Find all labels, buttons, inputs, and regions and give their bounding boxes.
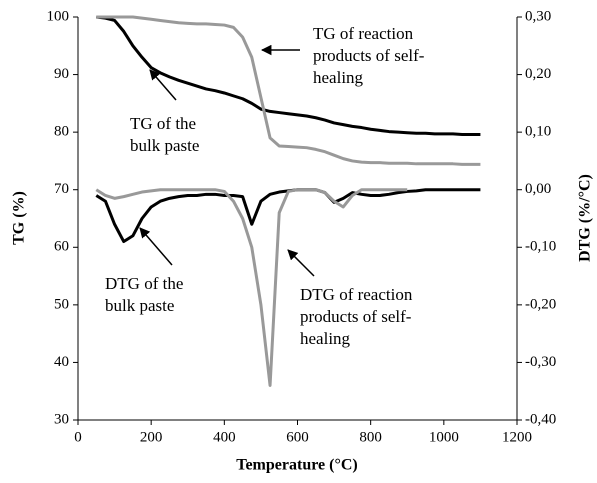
x-tick-label: 1200 — [502, 429, 532, 445]
y2-axis-title: DTG (%/°C) — [577, 174, 594, 262]
line-series — [95, 188, 481, 244]
y2-tick-label: -0,40 — [525, 411, 556, 427]
y-tick-label: 30 — [54, 411, 69, 427]
annotation-arrow — [139, 227, 173, 266]
annotation: products of self- — [300, 307, 412, 326]
x-tick-label: 0 — [74, 429, 82, 445]
x-tick-label: 800 — [359, 429, 382, 445]
x-axis-title: Temperature (°C) — [236, 457, 357, 474]
y-tick-label: 60 — [54, 239, 69, 255]
annotation-arrow — [287, 249, 315, 277]
y-tick-label: 50 — [54, 296, 69, 312]
y2-tick-label: -0,20 — [525, 296, 556, 312]
line-series — [95, 188, 408, 387]
annotation-arrow — [149, 69, 177, 101]
x-tick-label: 400 — [213, 429, 236, 445]
annotation: TG of reaction — [313, 24, 414, 43]
y-tick-label: 70 — [54, 181, 69, 197]
annotation: healing — [313, 68, 364, 87]
annotation: products of self- — [313, 46, 425, 65]
line-series — [96, 15, 481, 166]
annotation: DTG of the — [105, 274, 183, 293]
y-tick-label: 100 — [47, 8, 70, 24]
x-tick-label: 200 — [140, 429, 163, 445]
annotation: bulk paste — [130, 136, 199, 155]
y-tick-label: 90 — [54, 66, 69, 82]
y-tick-label: 40 — [54, 354, 69, 370]
y2-tick-label: 0,30 — [525, 8, 551, 24]
y-tick-label: 80 — [54, 124, 69, 140]
y2-tick-label: 0,00 — [525, 181, 551, 197]
x-tick-label: 1000 — [429, 429, 459, 445]
annotation: healing — [300, 329, 351, 348]
x-tick-label: 600 — [286, 429, 309, 445]
y2-tick-label: 0,20 — [525, 66, 551, 82]
annotation: DTG of reaction — [300, 285, 413, 304]
annotation: TG of the — [130, 114, 196, 133]
y-axis-title: TG (%) — [11, 191, 28, 245]
y2-tick-label: -0,30 — [525, 354, 556, 370]
y2-tick-label: 0,10 — [525, 124, 551, 140]
annotation: bulk paste — [105, 296, 174, 315]
line-series — [96, 15, 481, 136]
y2-tick-label: -0,10 — [525, 239, 556, 255]
